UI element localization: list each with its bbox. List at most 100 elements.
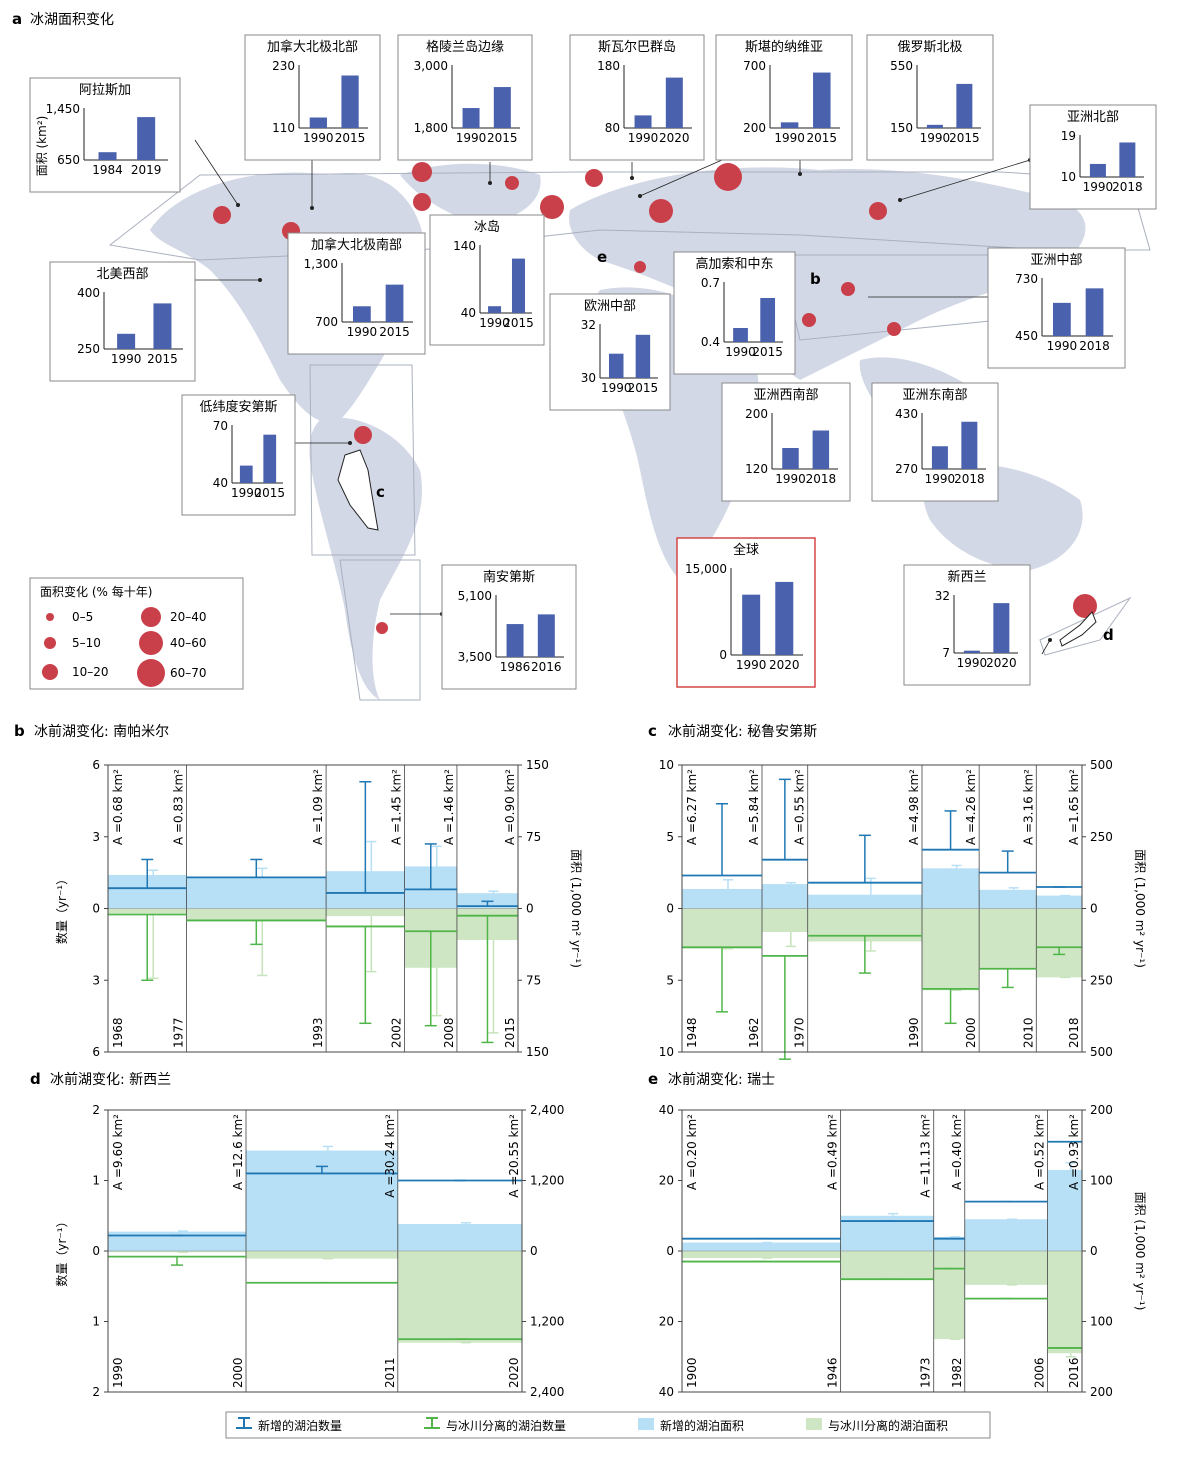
bottom-legend-box — [225, 1411, 991, 1439]
inset-title: 阿拉斯加 — [79, 83, 131, 98]
left-tick-label: 5 — [666, 973, 674, 987]
map-dot — [354, 426, 372, 444]
inset-ytick: 150 — [890, 121, 913, 135]
step-chart: d 冰前湖变化: 新西兰 2 1 0 1 2 2,400 1,200 0 1,200 2,400 数量（… — [30, 1070, 564, 1399]
right-tick-label: 75 — [526, 973, 541, 987]
legend-dot-0-5 — [46, 613, 54, 621]
new-area-fill — [1047, 1169, 1082, 1251]
leader-dot — [798, 172, 802, 176]
inset-ytick: 1,450 — [46, 102, 80, 116]
inset-ytick: 0 — [719, 648, 727, 662]
right-axis-label: 面积 (1,000 m² yr⁻¹) — [569, 849, 583, 968]
left-tick-label: 10 — [659, 1045, 674, 1059]
inset-frame — [181, 394, 296, 516]
step-chart: c 冰前湖变化: 秘鲁安第斯 10 5 0 5 10 500 250 0 250 500 面积 (1,0… — [648, 722, 1147, 1060]
map-dot — [413, 193, 431, 211]
sep-area-fill — [246, 1251, 398, 1259]
panel-title: 冰前湖变化: 瑞士 — [668, 1071, 775, 1088]
right-tick-label: 0 — [1090, 1244, 1098, 1258]
right-tick-label: 100 — [1090, 1315, 1113, 1329]
leader-line — [194, 139, 239, 206]
inset-bar — [993, 603, 1010, 653]
inset-xtick: 1990 — [231, 486, 262, 500]
left-axis-label: 数量（yr⁻¹） — [54, 873, 69, 944]
legend-sep-count: 与冰川分离的湖泊数量 — [446, 1418, 566, 1433]
year-label: 1990 — [907, 1017, 921, 1048]
inset-bar — [608, 353, 624, 378]
leader-dot — [348, 441, 352, 445]
map-dot — [540, 195, 564, 219]
area-label: A =0.55 km² — [793, 769, 807, 845]
left-tick-label: 3 — [92, 830, 100, 844]
inset-xtick: 2015 — [807, 131, 838, 145]
inset-bar — [462, 108, 480, 128]
inset-ytick: 430 — [895, 407, 918, 421]
year-label: 1948 — [685, 1017, 699, 1048]
map-greenland — [400, 163, 541, 225]
circle-legend-box — [29, 577, 244, 690]
map-dot — [802, 313, 816, 327]
leader-dot — [898, 198, 902, 202]
sep-area-fill — [682, 1251, 841, 1259]
region-outline-andes — [309, 364, 416, 556]
inset-xtick: 1990 — [111, 352, 142, 366]
inset-xtick: 1990 — [920, 131, 951, 145]
year-label: 2018 — [1067, 1017, 1081, 1048]
inset-xtick: 2020 — [659, 131, 690, 145]
year-label: 2006 — [1033, 1357, 1047, 1388]
inset-title: 新西兰 — [947, 569, 986, 585]
legend-dot-20-40 — [141, 607, 161, 627]
legend-new-area: 新增的湖泊面积 — [660, 1418, 744, 1433]
inset-bar — [1085, 288, 1104, 336]
inset-ytick: 32 — [935, 589, 950, 603]
inset-bar — [742, 594, 761, 655]
year-label: 1982 — [950, 1357, 964, 1388]
inset-bar — [537, 614, 555, 657]
inset-title: 亚洲北部 — [1067, 110, 1119, 125]
inset-ytick: 230 — [272, 59, 295, 73]
inset-ytick: 650 — [57, 153, 80, 167]
inset-title: 亚洲中部 — [1030, 253, 1082, 268]
right-tick-label: 1,200 — [530, 1174, 564, 1188]
panel-letter: e — [648, 1070, 658, 1088]
new-area-fill — [397, 1223, 522, 1251]
leader-dot — [488, 181, 492, 185]
panel-a-letter: a — [12, 10, 22, 28]
right-tick-label: 200 — [1090, 1385, 1113, 1399]
left-tick-label: 20 — [659, 1174, 674, 1188]
area-label: A =4.98 km² — [907, 769, 921, 845]
legend-sep-area: 与冰川分离的湖泊面积 — [828, 1418, 948, 1433]
right-axis-label: 面积 (1,000 m² yr⁻¹) — [1133, 1192, 1147, 1311]
map-dot — [869, 202, 887, 220]
inset-ytick: 0.4 — [701, 335, 720, 349]
area-label: A =11.13 km² — [919, 1114, 933, 1198]
sep-area-fill — [682, 908, 762, 949]
left-tick-label: 40 — [659, 1385, 674, 1399]
map-dot — [887, 322, 901, 336]
right-tick-label: 200 — [1090, 1103, 1113, 1117]
new-area-fill — [108, 1231, 246, 1251]
inset-xtick: 2015 — [949, 131, 980, 145]
inset-ytick: 730 — [1015, 272, 1038, 286]
year-label: 1946 — [826, 1357, 840, 1388]
inset-ytick: 3,500 — [458, 650, 492, 664]
inset-xtick: 2015 — [254, 486, 285, 500]
inset-ytick: 7 — [942, 646, 950, 660]
inset-bar — [956, 83, 973, 128]
legend-dot-5-10 — [44, 637, 56, 649]
panel-title: 冰前湖变化: 新西兰 — [50, 1071, 171, 1088]
inset-title: 全球 — [733, 542, 759, 558]
legend-dot-10-20 — [42, 664, 58, 680]
year-label: 2016 — [1067, 1357, 1081, 1388]
inset-bar — [780, 122, 799, 128]
map-dot — [634, 261, 646, 273]
map-dots — [213, 162, 1097, 634]
new-area-fill — [922, 868, 980, 909]
area-label: A =0.90 km² — [503, 769, 517, 845]
left-tick-label: 1 — [92, 1315, 100, 1329]
map-letter-b: b — [810, 270, 821, 288]
area-label: A =3.16 km² — [1021, 769, 1035, 845]
area-label: A =0.68 km² — [111, 769, 125, 845]
nz-outline — [1059, 611, 1097, 647]
